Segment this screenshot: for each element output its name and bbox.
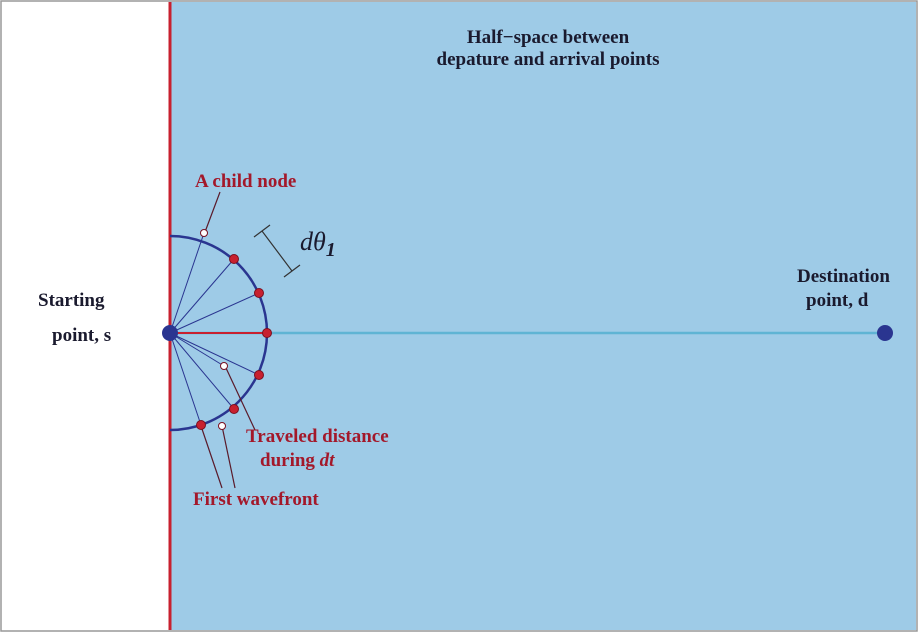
destination-point — [877, 325, 893, 341]
traveled-label: Traveled distance — [246, 426, 389, 447]
angle-label: dθ1 — [300, 227, 336, 261]
angle-subscript: 1 — [326, 239, 336, 261]
child-node-label: A child node — [195, 171, 296, 192]
destination-label: point, d — [806, 290, 869, 311]
wavefront-label: First wavefront — [193, 489, 319, 510]
child-nodes — [196, 254, 272, 430]
start-label: point, s — [52, 325, 111, 346]
start-point — [162, 325, 178, 341]
title: depature and arrival points — [437, 49, 660, 70]
destination-label: Destination — [797, 266, 890, 287]
half-space — [170, 2, 916, 630]
title: Half−space between — [467, 27, 630, 48]
angle-dimension — [253, 224, 301, 278]
traveled-text: during — [260, 450, 315, 471]
leader-lines — [200, 191, 256, 489]
start-label: Starting — [38, 290, 105, 311]
angle-text: dθ — [300, 227, 326, 256]
traveled-label: during dt — [260, 450, 335, 471]
rays — [169, 232, 260, 426]
traveled-italic: dt — [320, 450, 336, 471]
candidate-nodes — [200, 229, 228, 430]
